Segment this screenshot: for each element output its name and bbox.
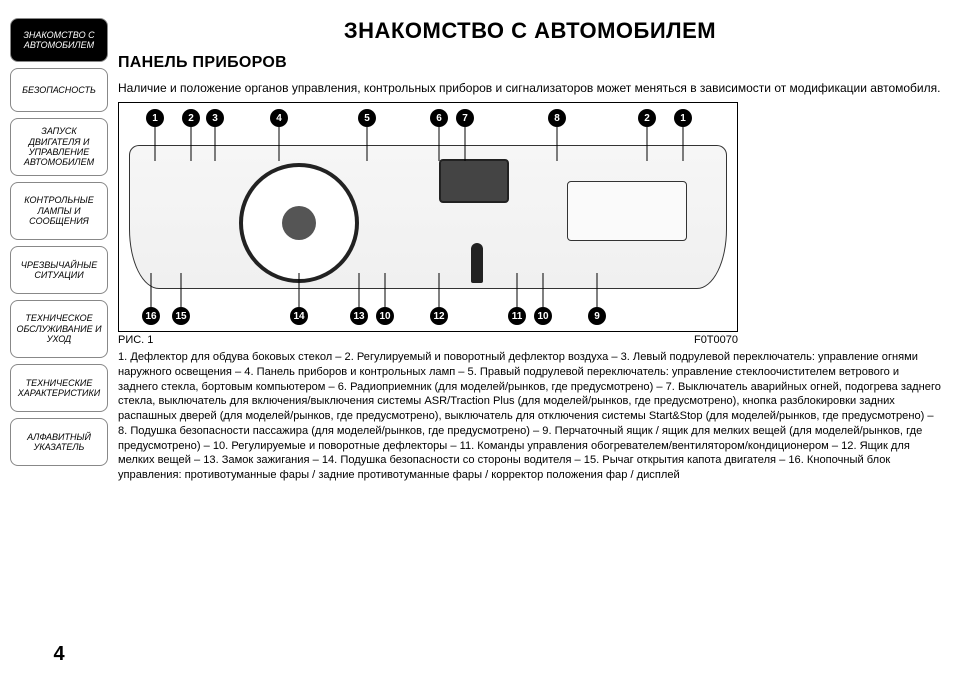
section-subtitle: ПАНЕЛЬ ПРИБОРОВ <box>118 54 942 72</box>
callout-10: 10 <box>534 307 552 325</box>
figure-caption-row: РИС. 1 F0T0070 <box>118 334 738 346</box>
callout-5: 5 <box>358 109 376 127</box>
figure-number-label: РИС. 1 <box>118 334 153 346</box>
gear-shifter <box>471 243 483 283</box>
section-tab-5[interactable]: ТЕХНИЧЕСКОЕ ОБСЛУЖИВАНИЕ И УХОД <box>10 300 108 358</box>
callout-2: 2 <box>638 109 656 127</box>
callout-12: 12 <box>430 307 448 325</box>
section-tab-3[interactable]: КОНТРОЛЬНЫЕ ЛАМПЫ И СООБЩЕНИЯ <box>10 182 108 240</box>
callout-9: 9 <box>588 307 606 325</box>
section-tab-0[interactable]: ЗНАКОМСТВО С АВТОМОБИЛЕМ <box>10 18 108 62</box>
callout-1: 1 <box>146 109 164 127</box>
section-tab-7[interactable]: АЛФАВИТНЫЙ УКАЗАТЕЛЬ <box>10 418 108 466</box>
callout-15: 15 <box>172 307 190 325</box>
callout-14: 14 <box>290 307 308 325</box>
callout-6: 6 <box>430 109 448 127</box>
section-tabs-sidebar: ЗНАКОМСТВО С АВТОМОБИЛЕМ БЕЗОПАСНОСТЬ ЗАПУ… <box>10 18 108 466</box>
intro-paragraph: Наличие и положение органов управления, … <box>118 80 942 96</box>
figure-code-label: F0T0070 <box>694 334 738 346</box>
center-console-screen <box>439 159 509 203</box>
callout-1: 1 <box>674 109 692 127</box>
section-tab-4[interactable]: ЧРЕЗВЫЧАЙНЫЕ СИТУАЦИИ <box>10 246 108 294</box>
section-tab-1[interactable]: БЕЗОПАСНОСТЬ <box>10 68 108 112</box>
steering-wheel-hub <box>282 206 316 240</box>
dashboard-figure: 123456782116151413101211109 <box>118 102 738 332</box>
section-tab-6[interactable]: ТЕХНИЧЕСКИЕ ХАРАКТЕРИСТИКИ <box>10 364 108 412</box>
glovebox-outline <box>567 181 687 241</box>
callout-4: 4 <box>270 109 288 127</box>
manual-page: ЗНАКОМСТВО С АВТОМОБИЛЕМ БЕЗОПАСНОСТЬ ЗАПУ… <box>0 0 960 678</box>
page-number: 4 <box>10 643 108 666</box>
figure-legend: 1. Дефлектор для обдува боковых стекол –… <box>118 350 942 483</box>
callout-10: 10 <box>376 307 394 325</box>
callout-7: 7 <box>456 109 474 127</box>
callout-3: 3 <box>206 109 224 127</box>
page-title: ЗНАКОМСТВО С АВТОМОБИЛЕМ <box>118 18 942 44</box>
callout-11: 11 <box>508 307 526 325</box>
page-content: ЗНАКОМСТВО С АВТОМОБИЛЕМ ПАНЕЛЬ ПРИБОРОВ… <box>118 18 942 483</box>
callout-16: 16 <box>142 307 160 325</box>
callout-13: 13 <box>350 307 368 325</box>
callout-8: 8 <box>548 109 566 127</box>
section-tab-2[interactable]: ЗАПУСК ДВИГАТЕЛЯ И УПРАВЛЕНИЕ АВТОМОБИЛЕ… <box>10 118 108 176</box>
callout-2: 2 <box>182 109 200 127</box>
